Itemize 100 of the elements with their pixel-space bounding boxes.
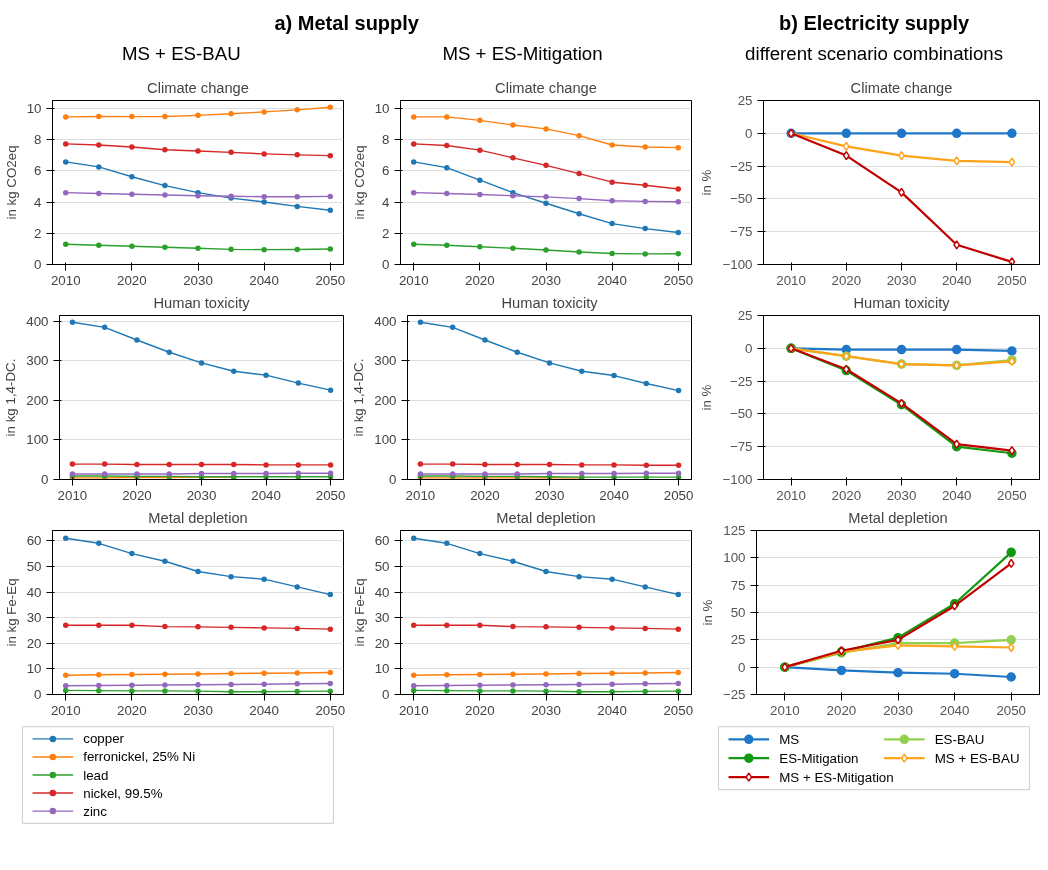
- y-tick-label: 0: [41, 472, 49, 487]
- x-tick-label: 2010: [776, 272, 806, 288]
- y-tick-label: −100: [722, 472, 753, 487]
- x-tick-label: 2020: [831, 487, 862, 503]
- text: b) Electricity supply: [779, 11, 970, 34]
- y-tick-label: 0: [745, 125, 753, 141]
- y-tick-label: 25: [737, 308, 753, 323]
- y-tick-label: 4: [34, 194, 43, 210]
- x-tick-label: 2050: [315, 487, 346, 503]
- x-tick-label: 2030: [534, 487, 565, 503]
- x-tick-label: 2030: [531, 272, 561, 288]
- y-tick-label: −75: [729, 439, 753, 455]
- chart-title: Climate change: [495, 79, 597, 96]
- x-tick-label: 2040: [941, 272, 972, 288]
- x-tick-label: 2040: [251, 487, 281, 503]
- x-tick-label: 2040: [941, 487, 972, 503]
- chart-title: Human toxicity: [153, 294, 251, 311]
- text: a) Metal supply: [274, 11, 420, 34]
- y-tick-label: 0: [382, 257, 390, 272]
- y-axis-title: in kg Fe-Eq: [3, 578, 19, 647]
- y-axis-title: in %: [699, 169, 715, 196]
- x-tick-label: 2020: [117, 702, 147, 718]
- y-tick-label: 0: [738, 659, 746, 675]
- x-tick-label: 2050: [663, 702, 694, 718]
- y-tick-label: −25: [729, 373, 753, 389]
- y-tick-label: −25: [722, 687, 746, 702]
- x-tick-label: 2020: [122, 487, 152, 503]
- x-tick-label: 2020: [470, 487, 500, 503]
- y-tick-label: 300: [374, 353, 397, 369]
- x-tick-label: 2050: [315, 272, 346, 288]
- y-tick-label: 300: [26, 353, 49, 369]
- x-tick-label: 2030: [886, 272, 917, 288]
- x-tick-label: 2050: [663, 272, 694, 288]
- legend-label: ES-Mitigation: [779, 750, 859, 766]
- x-tick-label: 2010: [405, 487, 436, 503]
- x-tick-label: 2020: [117, 272, 147, 288]
- y-tick-label: 75: [730, 577, 746, 593]
- y-tick-label: 50: [26, 558, 42, 574]
- x-tick-label: 2050: [997, 272, 1027, 288]
- y-tick-label: −75: [729, 224, 753, 240]
- x-tick-label: 2050: [663, 487, 694, 503]
- x-tick-label: 2020: [826, 702, 857, 718]
- y-tick-label: 50: [730, 605, 746, 620]
- legend-label: ES-BAU: [934, 731, 985, 747]
- y-tick-label: 30: [26, 610, 42, 626]
- x-tick-label: 2040: [599, 487, 629, 503]
- y-tick-label: 6: [382, 163, 390, 179]
- y-tick-label: −100: [722, 257, 753, 272]
- legend-label: ferronickel, 25% Ni: [83, 749, 196, 765]
- y-axis-title: in kg CO2eq: [351, 145, 367, 220]
- x-tick-label: 2010: [398, 702, 429, 718]
- x-tick-label: 2020: [831, 272, 862, 288]
- legend-label: MS + ES-Mitigation: [779, 769, 894, 785]
- y-tick-label: 2: [34, 225, 42, 241]
- y-axis-title: in %: [699, 599, 715, 626]
- y-tick-label: 20: [26, 635, 42, 651]
- legend-label: MS: [779, 731, 800, 747]
- y-tick-label: 8: [382, 132, 390, 148]
- x-tick-label: 2050: [315, 702, 346, 718]
- x-tick-label: 2040: [597, 272, 627, 288]
- y-tick-label: 2: [382, 225, 390, 241]
- legend-label: MS + ES-BAU: [934, 750, 1020, 766]
- y-tick-label: 60: [26, 533, 42, 549]
- y-tick-label: 0: [34, 687, 42, 702]
- x-tick-label: 2010: [50, 702, 81, 718]
- chart-title: Metal depletion: [848, 509, 948, 526]
- y-tick-label: 60: [374, 533, 390, 549]
- x-tick-label: 2030: [183, 272, 213, 288]
- y-tick-label: 400: [26, 313, 49, 329]
- y-tick-label: 25: [730, 632, 746, 648]
- x-tick-label: 2040: [249, 702, 279, 718]
- y-tick-label: 125: [723, 523, 746, 538]
- x-tick-label: 2040: [249, 272, 279, 288]
- text: MS + ES-BAU: [121, 43, 241, 65]
- legend-label: nickel, 99.5%: [83, 785, 163, 801]
- y-tick-label: 10: [26, 100, 42, 116]
- text: MS + ES-Mitigation: [442, 43, 603, 65]
- x-tick-label: 2040: [597, 702, 627, 718]
- y-tick-label: 0: [34, 257, 42, 272]
- x-tick-label: 2030: [886, 487, 917, 503]
- y-tick-label: 10: [374, 661, 390, 677]
- x-tick-label: 2020: [465, 702, 495, 718]
- x-tick-label: 2010: [776, 487, 806, 503]
- y-tick-label: 50: [374, 558, 390, 574]
- y-tick-label: −50: [729, 191, 753, 207]
- chart-title: Climate change: [850, 79, 953, 96]
- x-tick-label: 2030: [183, 702, 213, 718]
- y-tick-label: 0: [745, 340, 753, 356]
- x-tick-label: 2030: [883, 702, 913, 718]
- y-tick-label: 200: [26, 392, 49, 408]
- x-tick-label: 2020: [465, 272, 495, 288]
- y-tick-label: 100: [374, 432, 397, 448]
- x-tick-label: 2040: [939, 702, 970, 718]
- y-tick-label: 4: [382, 194, 391, 210]
- chart-title: Metal depletion: [148, 509, 248, 526]
- y-tick-label: 0: [382, 687, 390, 702]
- y-tick-label: 100: [723, 550, 746, 566]
- x-tick-label: 2010: [57, 487, 88, 503]
- chart-title: Climate change: [147, 79, 249, 96]
- chart-title: Metal depletion: [496, 509, 596, 526]
